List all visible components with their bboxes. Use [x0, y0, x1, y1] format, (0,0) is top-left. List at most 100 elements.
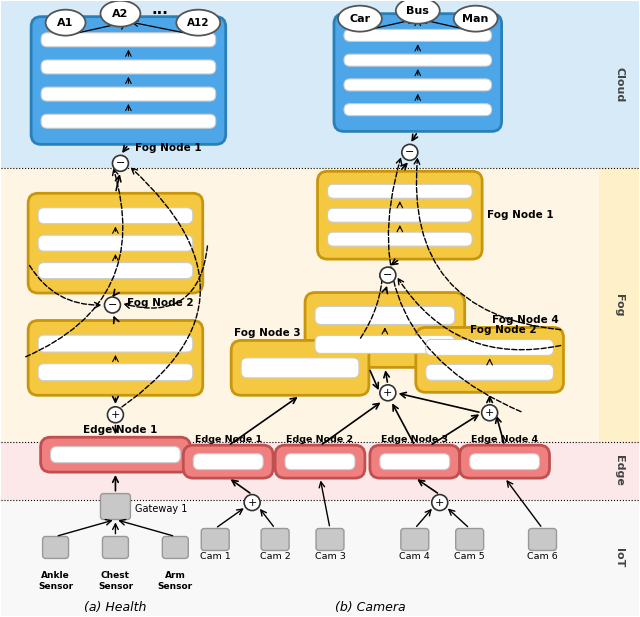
FancyBboxPatch shape	[43, 537, 68, 558]
FancyBboxPatch shape	[261, 529, 289, 550]
Bar	[600, 442, 639, 500]
FancyBboxPatch shape	[305, 292, 465, 367]
Circle shape	[380, 267, 396, 283]
Text: Edge Node 1: Edge Node 1	[83, 425, 157, 435]
FancyBboxPatch shape	[201, 529, 229, 550]
FancyBboxPatch shape	[328, 184, 472, 198]
FancyBboxPatch shape	[328, 208, 472, 222]
FancyBboxPatch shape	[426, 365, 554, 380]
FancyBboxPatch shape	[41, 60, 216, 74]
Text: Cam 6: Cam 6	[527, 552, 558, 561]
Text: Cam 4: Cam 4	[399, 552, 430, 561]
Circle shape	[108, 407, 124, 423]
FancyBboxPatch shape	[344, 30, 492, 41]
Text: Cloud: Cloud	[614, 67, 625, 102]
FancyBboxPatch shape	[38, 208, 193, 224]
FancyBboxPatch shape	[241, 358, 359, 378]
FancyBboxPatch shape	[470, 453, 540, 470]
Text: (a) Health: (a) Health	[84, 601, 147, 614]
Bar	[1, 168, 639, 442]
Text: Edge Node 1: Edge Node 1	[195, 435, 262, 444]
Text: Fog Node 2: Fog Node 2	[470, 325, 536, 335]
FancyBboxPatch shape	[380, 453, 450, 470]
FancyBboxPatch shape	[163, 537, 188, 558]
Text: ···: ···	[152, 6, 169, 21]
Text: Cam 3: Cam 3	[314, 552, 346, 561]
FancyBboxPatch shape	[317, 172, 482, 259]
Text: Edge Node 2: Edge Node 2	[287, 435, 353, 444]
FancyBboxPatch shape	[41, 87, 216, 101]
Circle shape	[432, 495, 448, 510]
FancyBboxPatch shape	[344, 79, 492, 91]
Text: Edge Node 4: Edge Node 4	[471, 435, 538, 444]
Text: Arm
Sensor: Arm Sensor	[157, 571, 193, 591]
FancyBboxPatch shape	[102, 537, 129, 558]
Text: (b) Camera: (b) Camera	[335, 601, 405, 614]
Text: Fog: Fog	[614, 294, 625, 317]
FancyBboxPatch shape	[231, 341, 369, 395]
Text: Ankle
Sensor: Ankle Sensor	[38, 571, 73, 591]
FancyBboxPatch shape	[334, 14, 502, 131]
Text: A1: A1	[58, 18, 74, 28]
Circle shape	[113, 155, 129, 172]
FancyBboxPatch shape	[316, 529, 344, 550]
FancyBboxPatch shape	[328, 232, 472, 246]
FancyBboxPatch shape	[183, 445, 273, 478]
Text: Fog Node 1: Fog Node 1	[136, 143, 202, 154]
FancyBboxPatch shape	[344, 54, 492, 66]
FancyBboxPatch shape	[529, 529, 557, 550]
Ellipse shape	[454, 6, 498, 31]
Circle shape	[482, 405, 498, 421]
Bar	[600, 500, 639, 616]
FancyBboxPatch shape	[344, 104, 492, 115]
FancyBboxPatch shape	[275, 445, 365, 478]
Text: Car: Car	[349, 14, 371, 23]
FancyBboxPatch shape	[315, 307, 454, 325]
Text: Chest
Sensor: Chest Sensor	[98, 571, 133, 591]
FancyBboxPatch shape	[28, 193, 203, 293]
FancyBboxPatch shape	[100, 494, 131, 520]
Bar	[1, 500, 639, 617]
Text: Fog Node 2: Fog Node 2	[127, 298, 194, 308]
FancyBboxPatch shape	[285, 453, 355, 470]
Bar	[1, 1, 639, 168]
Circle shape	[380, 385, 396, 401]
FancyBboxPatch shape	[193, 453, 263, 470]
Text: Man: Man	[463, 14, 489, 23]
FancyBboxPatch shape	[416, 328, 563, 392]
FancyBboxPatch shape	[38, 263, 193, 278]
Ellipse shape	[176, 10, 220, 36]
Text: Fog Node 3: Fog Node 3	[234, 328, 301, 339]
FancyBboxPatch shape	[315, 336, 454, 354]
Circle shape	[244, 495, 260, 510]
FancyBboxPatch shape	[401, 529, 429, 550]
FancyBboxPatch shape	[426, 339, 554, 355]
FancyBboxPatch shape	[38, 363, 193, 381]
Text: +: +	[435, 497, 444, 508]
FancyBboxPatch shape	[460, 445, 550, 478]
Text: Fog Node 4: Fog Node 4	[492, 315, 559, 325]
Bar	[600, 168, 639, 442]
FancyBboxPatch shape	[41, 114, 216, 128]
Circle shape	[402, 144, 418, 160]
Text: Edge Node 3: Edge Node 3	[381, 435, 448, 444]
Text: Cam 1: Cam 1	[200, 552, 230, 561]
Text: Gateway 1: Gateway 1	[136, 503, 188, 513]
Ellipse shape	[338, 6, 382, 31]
Text: Fog Node 1: Fog Node 1	[487, 210, 554, 220]
FancyBboxPatch shape	[31, 17, 226, 144]
Text: Cam 2: Cam 2	[260, 552, 291, 561]
Text: −: −	[116, 159, 125, 168]
Text: Bus: Bus	[406, 6, 429, 15]
FancyBboxPatch shape	[38, 235, 193, 251]
Ellipse shape	[100, 1, 140, 27]
Ellipse shape	[45, 10, 86, 36]
Text: IoT: IoT	[614, 549, 625, 568]
Bar	[1, 442, 639, 500]
FancyBboxPatch shape	[38, 335, 193, 352]
Bar	[600, 1, 639, 168]
Text: −: −	[405, 147, 415, 157]
Text: Cam 5: Cam 5	[454, 552, 485, 561]
Text: +: +	[485, 408, 494, 418]
Text: −: −	[383, 270, 392, 280]
